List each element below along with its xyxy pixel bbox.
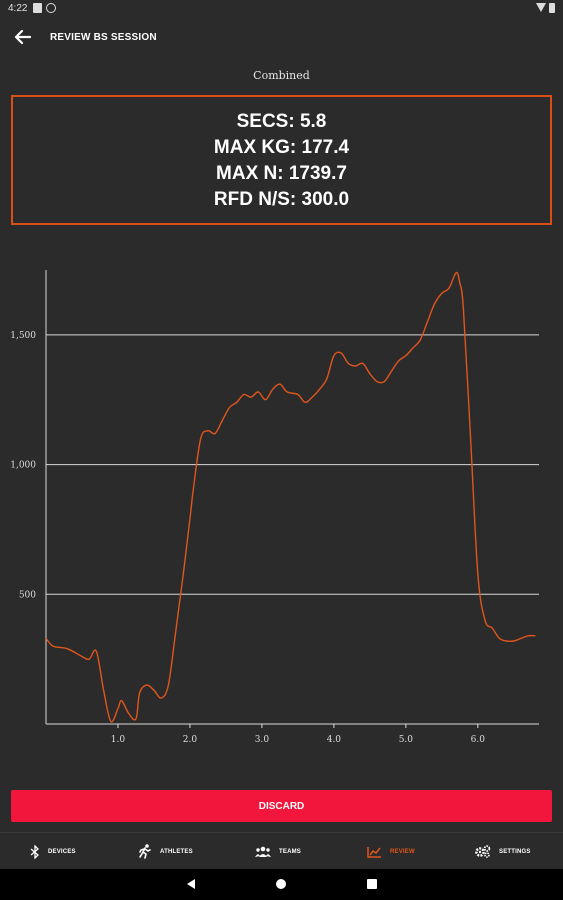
bottom-navigation: DEVICES ATHLETES TEAMS REVIEW <box>0 832 563 870</box>
status-bar: 4:22 <box>0 0 563 18</box>
triangle-back-icon[interactable] <box>185 878 197 890</box>
running-person-icon <box>139 844 151 859</box>
nav-label-teams: TEAMS <box>279 848 301 855</box>
nav-item-devices[interactable]: DEVICES <box>30 833 76 870</box>
chart-tick-labels: 500 1,000 1,500 1.0 2.0 3.0 4.0 5.0 6.0 <box>10 331 485 745</box>
nav-label-devices: DEVICES <box>48 848 76 855</box>
series-line-0 <box>45 271 536 723</box>
y-tick-label: 500 <box>19 590 36 600</box>
battery-icon <box>549 3 555 13</box>
x-tick-label: 5.0 <box>399 735 414 745</box>
nav-label-settings: SETTINGS <box>499 848 531 855</box>
square-recents-icon[interactable] <box>366 878 378 890</box>
bluetooth-icon <box>30 844 39 859</box>
x-tick-label: 3.0 <box>255 735 270 745</box>
stat-max-kg: MAX KG: 177.4 <box>213 137 350 158</box>
nav-label-review: REVIEW <box>390 848 415 855</box>
stat-secs: SECS: 5.8 <box>236 111 327 132</box>
force-line-chart: 500 1,000 1,500 1.0 2.0 3.0 4.0 5.0 6.0 <box>10 270 539 745</box>
chart-series <box>45 271 536 723</box>
group-icon <box>255 846 271 857</box>
y-tick-label: 1,000 <box>10 461 36 471</box>
trending-up-icon <box>367 846 381 858</box>
back-arrow-icon[interactable] <box>14 27 32 47</box>
sim-card-icon <box>33 3 42 13</box>
x-tick-label: 2.0 <box>183 735 198 745</box>
chart-axes <box>45 270 539 728</box>
system-icons <box>536 3 555 13</box>
nav-item-athletes[interactable]: ATHLETES <box>138 833 193 870</box>
page-title: REVIEW BS SESSION <box>50 32 157 43</box>
nav-item-review[interactable]: REVIEW <box>367 833 415 870</box>
app-bar: REVIEW BS SESSION <box>0 18 563 58</box>
circle-home-icon[interactable] <box>275 878 287 890</box>
system-navigation-bar <box>0 869 563 900</box>
wifi-icon <box>536 3 546 12</box>
chart-caption: Combined <box>253 69 310 82</box>
nav-item-settings[interactable]: SETTINGS <box>475 833 531 870</box>
gears-icon <box>475 845 491 858</box>
notification-icons <box>33 3 56 13</box>
stat-max-n: MAX N: 1739.7 <box>216 163 347 184</box>
stat-rfd: RFD N/S: 300.0 <box>213 189 350 210</box>
status-time: 4:22 <box>8 3 28 14</box>
discard-button[interactable]: DISCARD <box>11 790 552 822</box>
y-tick-label: 1,500 <box>10 331 36 341</box>
chart-grid <box>46 334 539 595</box>
x-tick-label: 4.0 <box>327 735 342 745</box>
nav-item-teams[interactable]: TEAMS <box>255 833 301 870</box>
stats-summary-box: SECS: 5.8 MAX KG: 177.4 MAX N: 1739.7 RF… <box>11 95 552 225</box>
x-tick-label: 6.0 <box>471 735 486 745</box>
x-tick-label: 1.0 <box>111 735 126 745</box>
sync-icon <box>46 3 56 13</box>
nav-label-athletes: ATHLETES <box>160 848 193 855</box>
